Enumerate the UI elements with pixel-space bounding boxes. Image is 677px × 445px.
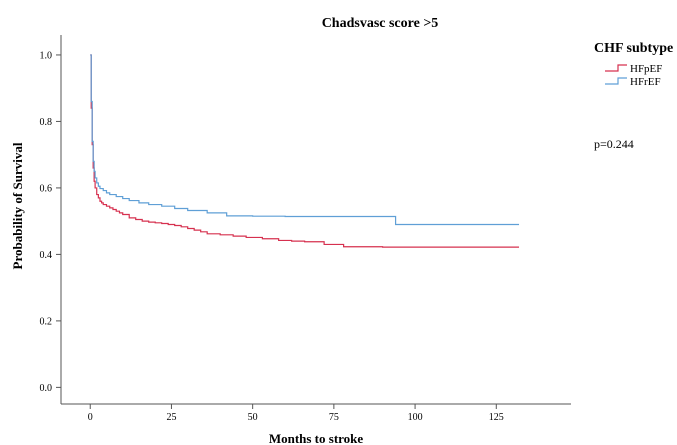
legend-swatch-hfpef: [605, 64, 627, 72]
x-tick-label: 0: [88, 412, 93, 423]
y-tick-label: 0.0: [40, 383, 53, 394]
x-tick-label: 75: [329, 412, 339, 423]
legend-swatch-hfref: [605, 77, 627, 85]
x-tick-label: 50: [248, 412, 258, 423]
series-lines: [90, 54, 520, 248]
x-tick-label: 125: [489, 412, 504, 423]
series-line-hfpef: [90, 54, 520, 248]
p-value-annotation: p=0.244: [594, 137, 634, 151]
x-axis-ticks: 0 25 50 75 100 125: [88, 404, 504, 423]
y-tick-label: 0.2: [40, 316, 53, 327]
x-axis-label: Months to stroke: [269, 431, 364, 445]
series-line-hfref: [90, 54, 520, 226]
y-axis-label: Probability of Survival: [10, 142, 25, 269]
y-tick-label: 0.8: [40, 117, 53, 128]
x-tick-label: 25: [166, 412, 176, 423]
chart-title: Chadsvasc score >5: [322, 16, 439, 31]
y-tick-label: 1.0: [40, 50, 53, 61]
x-tick-label: 100: [408, 412, 423, 423]
y-tick-label: 0.4: [40, 250, 53, 261]
y-tick-label: 0.6: [40, 183, 53, 194]
legend-label-hfpef: HFpEF: [630, 63, 662, 75]
y-axis-ticks: 0.0 0.2 0.4 0.6 0.8 1.0: [40, 50, 61, 394]
legend-title: CHF subtype: [594, 41, 673, 56]
plot-area: 0 25 50 75 100 125 0.0 0.2 0.4 0.6 0.8 1.0: [40, 35, 571, 423]
legend-label-hfref: HFrEF: [630, 76, 661, 88]
